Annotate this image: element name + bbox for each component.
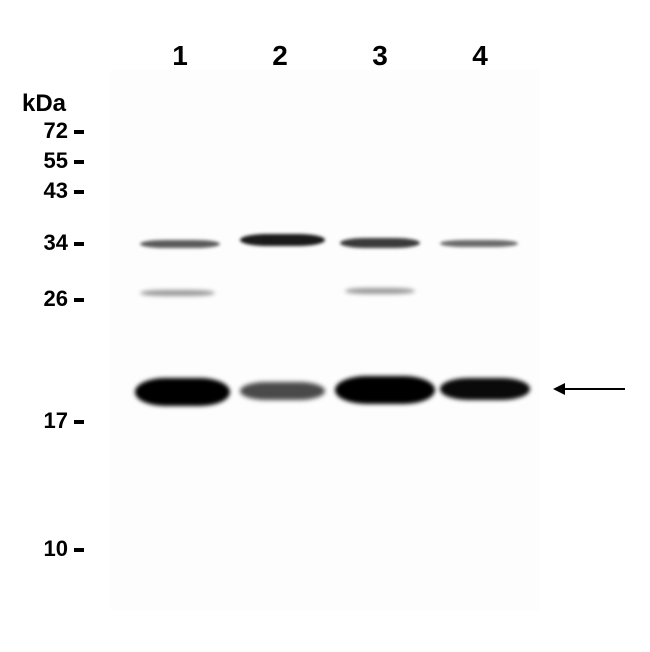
band-lane3-34kda <box>340 238 420 248</box>
band-lane4-34kda <box>440 240 518 247</box>
mw-tick-26 <box>74 298 84 302</box>
mw-label-10: 10 <box>32 536 68 562</box>
mw-label-34: 34 <box>32 230 68 256</box>
mw-tick-10 <box>74 548 84 552</box>
band-lane4-target <box>440 378 530 400</box>
band-lane1-26kda <box>140 290 215 296</box>
band-lane3-target <box>335 376 435 404</box>
blot-membrane-area <box>110 70 540 610</box>
western-blot-figure: kDa 72 55 43 34 26 17 10 1 2 3 4 <box>0 0 650 652</box>
mw-tick-72 <box>74 130 84 134</box>
mw-label-55: 55 <box>32 148 68 174</box>
mw-label-26: 26 <box>32 286 68 312</box>
mw-label-72: 72 <box>32 118 68 144</box>
band-lane2-34kda <box>240 234 325 246</box>
mw-tick-34 <box>74 242 84 246</box>
band-lane2-target <box>240 382 325 400</box>
lane-label-3: 3 <box>365 40 395 72</box>
mw-label-43: 43 <box>32 178 68 204</box>
mw-label-17: 17 <box>32 408 68 434</box>
target-arrow-head <box>553 383 565 395</box>
band-lane1-target <box>135 378 230 406</box>
target-arrow-line <box>563 388 625 390</box>
lane-label-1: 1 <box>165 40 195 72</box>
mw-tick-55 <box>74 160 84 164</box>
mw-tick-17 <box>74 420 84 424</box>
band-lane1-34kda <box>140 240 220 248</box>
lane-label-2: 2 <box>265 40 295 72</box>
kda-axis-label: kDa <box>22 90 66 118</box>
lane-label-4: 4 <box>465 40 495 72</box>
band-lane3-26kda <box>345 288 415 294</box>
mw-tick-43 <box>74 190 84 194</box>
